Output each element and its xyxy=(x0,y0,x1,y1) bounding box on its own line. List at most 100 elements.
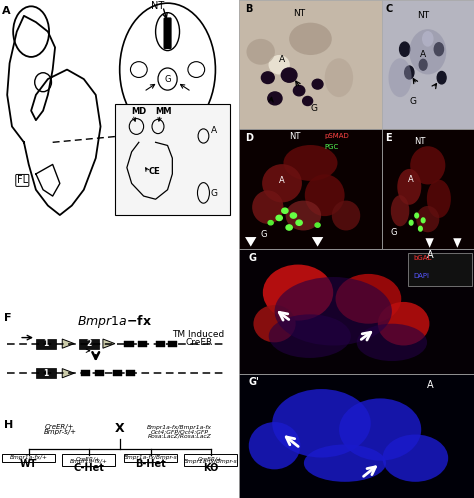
Circle shape xyxy=(276,215,283,221)
Circle shape xyxy=(286,225,292,230)
Text: A: A xyxy=(279,176,285,185)
Text: A: A xyxy=(420,50,427,59)
Circle shape xyxy=(282,208,288,213)
Text: G': G' xyxy=(249,377,260,387)
Text: A: A xyxy=(408,175,413,184)
FancyBboxPatch shape xyxy=(112,370,122,376)
Text: A: A xyxy=(427,249,434,260)
FancyBboxPatch shape xyxy=(82,370,91,376)
Ellipse shape xyxy=(336,274,401,324)
Text: H: H xyxy=(4,420,13,430)
Text: NT: NT xyxy=(414,137,425,146)
FancyBboxPatch shape xyxy=(137,341,147,347)
FancyBboxPatch shape xyxy=(125,454,177,462)
Ellipse shape xyxy=(272,389,371,458)
Text: G: G xyxy=(210,189,218,198)
Circle shape xyxy=(434,43,444,56)
Ellipse shape xyxy=(269,314,351,358)
Ellipse shape xyxy=(262,164,302,202)
Text: G: G xyxy=(261,230,267,239)
Circle shape xyxy=(400,42,410,56)
Circle shape xyxy=(296,220,302,225)
Polygon shape xyxy=(312,237,323,247)
Text: CreER: CreER xyxy=(185,338,212,347)
Circle shape xyxy=(437,72,446,84)
Ellipse shape xyxy=(325,58,353,97)
Text: pSMAD: pSMAD xyxy=(325,133,349,139)
Ellipse shape xyxy=(249,422,301,469)
Circle shape xyxy=(405,66,414,79)
Text: G: G xyxy=(310,105,318,114)
Ellipse shape xyxy=(378,302,429,346)
Text: 1: 1 xyxy=(44,339,49,348)
Text: 2: 2 xyxy=(87,339,92,348)
Circle shape xyxy=(268,221,273,225)
Text: A: A xyxy=(427,380,434,390)
Ellipse shape xyxy=(409,29,447,74)
Text: A: A xyxy=(2,6,11,16)
Text: NT: NT xyxy=(151,1,164,11)
Text: E: E xyxy=(385,133,392,143)
Circle shape xyxy=(281,68,297,82)
Text: CreER/+: CreER/+ xyxy=(45,424,74,430)
FancyBboxPatch shape xyxy=(125,341,134,347)
Ellipse shape xyxy=(263,264,333,321)
Ellipse shape xyxy=(285,201,321,231)
Circle shape xyxy=(262,72,274,84)
Text: NT: NT xyxy=(289,132,301,141)
Circle shape xyxy=(290,213,297,218)
Text: Bmpr-s/+: Bmpr-s/+ xyxy=(43,429,76,435)
Ellipse shape xyxy=(289,22,332,55)
Ellipse shape xyxy=(397,169,421,205)
Text: A: A xyxy=(279,55,285,64)
Text: X: X xyxy=(115,422,125,435)
Text: G: G xyxy=(391,228,397,237)
Ellipse shape xyxy=(252,190,283,224)
Text: 1: 1 xyxy=(44,369,49,377)
FancyBboxPatch shape xyxy=(36,339,56,349)
Ellipse shape xyxy=(304,444,386,482)
FancyBboxPatch shape xyxy=(164,17,172,49)
Text: Oct4:GFP/Oct4:GFP: Oct4:GFP/Oct4:GFP xyxy=(151,429,209,434)
Text: B: B xyxy=(245,4,253,14)
Ellipse shape xyxy=(246,39,275,65)
FancyBboxPatch shape xyxy=(36,369,56,378)
Text: Bmpr1a-fx/+: Bmpr1a-fx/+ xyxy=(70,459,108,464)
FancyBboxPatch shape xyxy=(184,454,237,466)
Ellipse shape xyxy=(274,277,392,346)
Text: Bmpr1a-fx/Bmpr-s: Bmpr1a-fx/Bmpr-s xyxy=(184,459,237,464)
Polygon shape xyxy=(426,238,434,248)
Circle shape xyxy=(302,97,312,106)
Circle shape xyxy=(419,59,427,70)
Circle shape xyxy=(269,56,289,74)
Ellipse shape xyxy=(383,434,448,482)
Circle shape xyxy=(423,32,433,46)
FancyBboxPatch shape xyxy=(94,370,104,376)
Text: Bmpr1a-fx/Bmpr-s: Bmpr1a-fx/Bmpr-s xyxy=(124,456,178,461)
FancyBboxPatch shape xyxy=(155,341,164,347)
Ellipse shape xyxy=(389,58,411,97)
Text: DAPI: DAPI xyxy=(413,272,429,279)
Text: CE: CE xyxy=(148,167,160,176)
Circle shape xyxy=(293,86,305,96)
Ellipse shape xyxy=(305,174,345,216)
FancyBboxPatch shape xyxy=(79,339,100,349)
FancyBboxPatch shape xyxy=(126,370,135,376)
Circle shape xyxy=(315,223,320,227)
Circle shape xyxy=(421,218,425,223)
Ellipse shape xyxy=(410,146,446,184)
Ellipse shape xyxy=(254,305,296,343)
Text: MD: MD xyxy=(132,107,147,116)
Polygon shape xyxy=(62,369,74,378)
Text: bGAL: bGAL xyxy=(413,255,431,261)
Ellipse shape xyxy=(391,195,410,226)
FancyBboxPatch shape xyxy=(168,341,177,347)
FancyBboxPatch shape xyxy=(62,454,115,466)
Ellipse shape xyxy=(427,180,451,218)
Circle shape xyxy=(419,226,422,231)
Ellipse shape xyxy=(332,201,360,231)
Text: KO: KO xyxy=(203,463,219,473)
Circle shape xyxy=(312,79,323,89)
Ellipse shape xyxy=(339,398,421,461)
Text: TM Induced: TM Induced xyxy=(173,330,225,339)
